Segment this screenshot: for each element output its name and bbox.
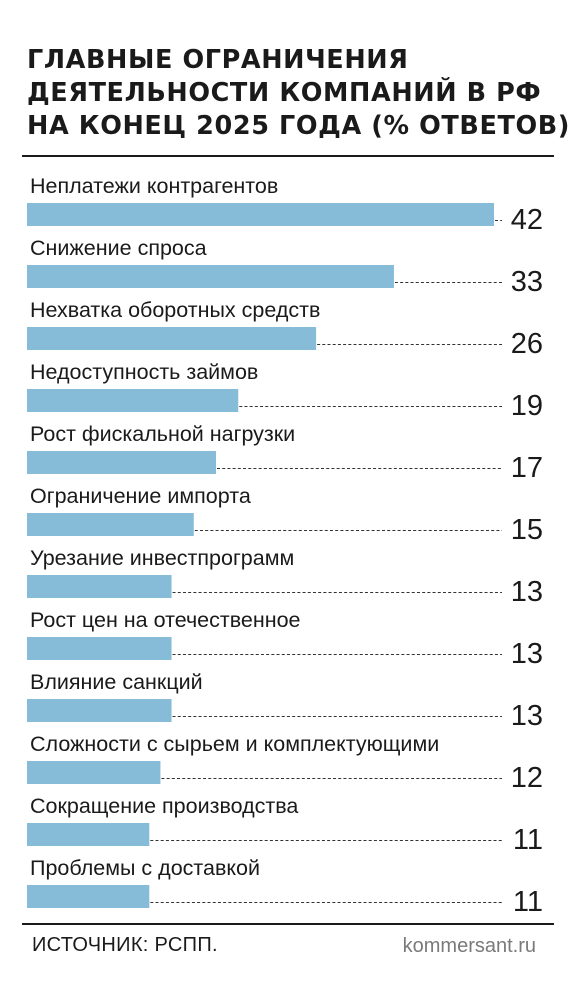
title-line-2: ДЕЯТЕЛЬНОСТИ КОМПАНИЙ В РФ — [27, 78, 542, 108]
bar — [27, 761, 161, 784]
value-label: 15 — [511, 514, 543, 546]
value-label: 13 — [511, 576, 543, 608]
source-note: ИСТОЧНИК: РСПП. — [32, 934, 218, 956]
bar — [27, 203, 494, 226]
category-label: Недоступность займов — [30, 360, 258, 384]
site-credit: kommersant.ru — [402, 935, 536, 957]
category-label: Влияние санкций — [30, 670, 203, 694]
title-line-3: НА КОНЕЦ 2025 ГОДА (% ОТВЕТОВ) — [27, 111, 571, 141]
category-label: Рост цен на отечественное — [30, 608, 301, 632]
category-label: Нехватка оборотных средств — [30, 298, 320, 322]
top-divider — [22, 155, 554, 157]
bar — [27, 575, 172, 598]
value-label: 11 — [513, 824, 543, 856]
category-label: Проблемы с доставкой — [30, 856, 260, 880]
title-line-1: ГЛАВНЫЕ ОГРАНИЧЕНИЯ — [27, 45, 409, 75]
category-label: Ограничение импорта — [30, 484, 251, 508]
category-label: Снижение спроса — [30, 236, 207, 260]
value-label: 13 — [511, 700, 543, 732]
value-label: 42 — [511, 204, 543, 236]
category-label: Сложности с сырьем и комплектующими — [30, 732, 439, 756]
value-label: 13 — [511, 638, 543, 670]
bar — [27, 885, 150, 908]
category-label: Рост фискальной нагрузки — [30, 422, 295, 446]
bar — [27, 327, 317, 350]
category-label: Сокращение производства — [30, 794, 298, 818]
bar — [27, 265, 394, 288]
value-label: 11 — [513, 886, 543, 918]
bar-chart: Неплатежи контрагентов 42 Снижение спроса 3… — [27, 174, 543, 918]
bar — [27, 823, 150, 846]
bar — [27, 389, 239, 412]
bar — [27, 637, 172, 660]
bar — [27, 699, 172, 722]
bar — [27, 513, 194, 536]
value-label: 33 — [511, 266, 543, 298]
category-label: Неплатежи контрагентов — [30, 174, 278, 198]
value-label: 26 — [511, 328, 543, 360]
value-label: 12 — [511, 762, 543, 794]
chart-title: ГЛАВНЫЕ ОГРАНИЧЕНИЯ ДЕЯТЕЛЬНОСТИ КОМПАНИ… — [27, 44, 571, 143]
value-label: 19 — [511, 390, 543, 422]
bottom-divider — [22, 923, 554, 925]
value-label: 17 — [511, 452, 543, 484]
bar — [27, 451, 217, 474]
category-label: Урезание инвестпрограмм — [30, 546, 294, 570]
